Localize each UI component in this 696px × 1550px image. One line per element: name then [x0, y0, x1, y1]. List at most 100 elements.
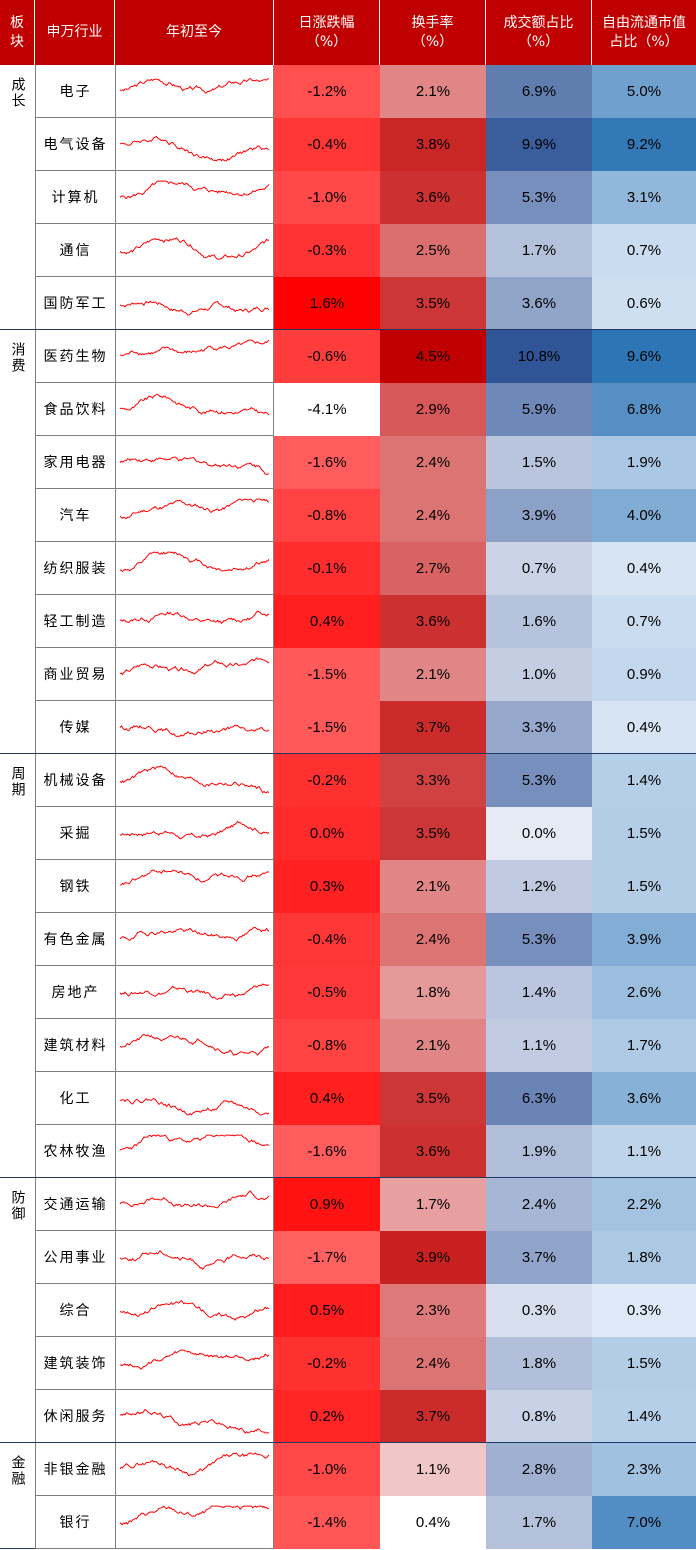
industry-name: 综合 — [35, 1284, 115, 1337]
daily-change-cell: -0.4% — [274, 913, 380, 966]
sparkline-path — [119, 724, 270, 737]
daily-change-cell: -1.2% — [274, 65, 380, 118]
ytd-sparkline — [115, 701, 274, 754]
sparkline-svg — [119, 1408, 270, 1434]
volume-share-cell: 3.3% — [486, 701, 592, 754]
turnover-cell: 2.5% — [380, 224, 486, 277]
sparkline-path — [119, 180, 270, 199]
ytd-sparkline — [115, 171, 274, 224]
industry-name: 休闲服务 — [35, 1390, 115, 1443]
sparkline-path — [119, 236, 270, 260]
volume-share-cell: 1.9% — [486, 1125, 592, 1178]
sparkline-path — [119, 393, 270, 415]
volume-share-cell: 1.0% — [486, 648, 592, 701]
float-cap-share-cell: 4.0% — [592, 489, 696, 542]
volume-share-cell: 9.9% — [486, 118, 592, 171]
industry-name: 医药生物 — [35, 330, 115, 383]
daily-change-cell: -0.2% — [274, 1337, 380, 1390]
industry-name: 银行 — [35, 1496, 115, 1549]
industry-name: 家用电器 — [35, 436, 115, 489]
industry-name: 建筑装饰 — [35, 1337, 115, 1390]
ytd-sparkline — [115, 595, 274, 648]
industry-name: 传媒 — [35, 701, 115, 754]
sparkline-path — [119, 1249, 269, 1270]
sparkline-path — [119, 497, 270, 519]
turnover-cell: 1.7% — [380, 1178, 486, 1231]
turnover-cell: 3.5% — [380, 277, 486, 330]
sparkline-svg — [119, 299, 270, 316]
industry-name: 采掘 — [35, 807, 115, 860]
sparkline-svg — [119, 550, 270, 572]
sector-label: 周期 — [0, 754, 35, 1178]
sparkline-svg — [119, 765, 270, 793]
ytd-sparkline — [115, 330, 274, 383]
daily-change-cell: -0.5% — [274, 966, 380, 1019]
sparkline-path — [119, 656, 270, 675]
ytd-sparkline — [115, 1019, 274, 1072]
turnover-cell: 2.1% — [380, 65, 486, 118]
ytd-sparkline — [115, 913, 274, 966]
volume-share-cell: 5.3% — [486, 913, 592, 966]
group-divider — [0, 1442, 696, 1443]
turnover-cell: 3.6% — [380, 171, 486, 224]
ytd-sparkline — [115, 1443, 274, 1496]
float-cap-share-cell: 1.8% — [592, 1231, 696, 1284]
ytd-sparkline — [115, 1284, 274, 1337]
sparkline-svg — [119, 1348, 270, 1370]
industry-name: 建筑材料 — [35, 1019, 115, 1072]
daily-change-cell: -1.6% — [274, 436, 380, 489]
industry-name: 轻工制造 — [35, 595, 115, 648]
daily-change-cell: -1.5% — [274, 701, 380, 754]
sparkline-path — [119, 1408, 270, 1434]
daily-change-cell: -1.6% — [274, 1125, 380, 1178]
industry-name: 计算机 — [35, 171, 115, 224]
sparkline-path — [119, 339, 270, 356]
daily-change-cell: 1.6% — [274, 277, 380, 330]
daily-change-cell: -1.0% — [274, 171, 380, 224]
float-cap-share-cell: 0.9% — [592, 648, 696, 701]
turnover-cell: 1.1% — [380, 1443, 486, 1496]
sparkline-svg — [119, 610, 270, 624]
sparkline-path — [119, 550, 270, 572]
header-float-cap-share: 自由流通市值 占比（%） — [592, 0, 696, 65]
daily-change-cell: -0.1% — [274, 542, 380, 595]
ytd-sparkline — [115, 1337, 274, 1390]
turnover-cell: 3.6% — [380, 595, 486, 648]
sector-label: 成长 — [0, 65, 35, 330]
ytd-sparkline — [115, 65, 274, 118]
ytd-sparkline — [115, 648, 274, 701]
float-cap-share-cell: 0.7% — [592, 595, 696, 648]
ytd-sparkline — [115, 1125, 274, 1178]
float-cap-share-cell: 5.0% — [592, 65, 696, 118]
daily-change-cell: -0.8% — [274, 489, 380, 542]
industry-name: 化工 — [35, 1072, 115, 1125]
turnover-cell: 3.7% — [380, 1390, 486, 1443]
sparkline-svg — [119, 1133, 270, 1151]
turnover-cell: 3.5% — [380, 1072, 486, 1125]
float-cap-share-cell: 9.2% — [592, 118, 696, 171]
float-cap-share-cell: 0.7% — [592, 224, 696, 277]
industry-name: 纺织服装 — [35, 542, 115, 595]
turnover-cell: 2.9% — [380, 383, 486, 436]
volume-share-cell: 5.3% — [486, 171, 592, 224]
volume-share-cell: 1.7% — [486, 224, 592, 277]
float-cap-share-cell: 7.0% — [592, 1496, 696, 1549]
ytd-sparkline — [115, 966, 274, 1019]
turnover-cell: 3.9% — [380, 1231, 486, 1284]
float-cap-share-cell: 2.3% — [592, 1443, 696, 1496]
volume-share-cell: 2.4% — [486, 1178, 592, 1231]
ytd-sparkline — [115, 807, 274, 860]
sparkline-path — [119, 982, 270, 1000]
turnover-cell: 3.6% — [380, 1125, 486, 1178]
float-cap-share-cell: 2.2% — [592, 1178, 696, 1231]
float-cap-share-cell: 1.5% — [592, 860, 696, 913]
sparkline-path — [119, 610, 270, 624]
daily-change-cell: -1.4% — [274, 1496, 380, 1549]
turnover-cell: 2.7% — [380, 542, 486, 595]
ytd-sparkline — [115, 224, 274, 277]
sparkline-svg — [119, 1504, 270, 1525]
header-industry: 申万行业 — [35, 0, 115, 65]
float-cap-share-cell: 0.6% — [592, 277, 696, 330]
float-cap-share-cell: 0.4% — [592, 542, 696, 595]
sparkline-svg — [119, 724, 270, 737]
